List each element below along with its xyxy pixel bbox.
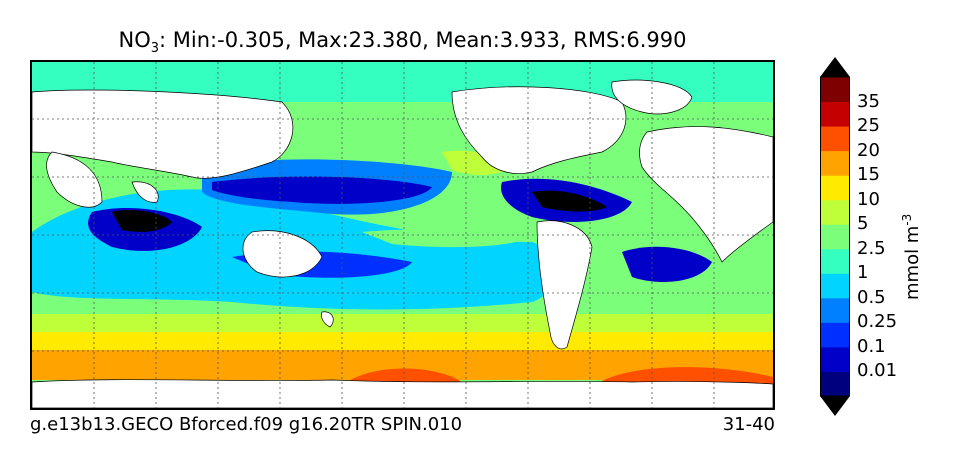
- colorbar-tick-label: 0.5: [857, 286, 886, 308]
- new-zealand: [321, 311, 334, 328]
- colorbar-tick-label: 2.5: [857, 237, 886, 259]
- unit-base: mmol m: [902, 225, 923, 300]
- colorbar-segment: [820, 150, 850, 176]
- title-stats: : Min:-0.305, Max:23.380, Mean:3.933, RM…: [159, 28, 687, 52]
- title-subscript: 3: [150, 41, 160, 57]
- colorbar-tick-label: 25: [857, 115, 880, 137]
- colorbar: [820, 57, 850, 416]
- australia-landmass: [242, 230, 323, 278]
- colorbar-frame: [820, 76, 850, 397]
- indian-ocean-core: [112, 210, 172, 232]
- colorbar-extend-low: [820, 396, 850, 416]
- colorbar-segment: [820, 273, 850, 299]
- map-title: NO3: Min:-0.305, Max:23.380, Mean:3.933,…: [30, 28, 775, 56]
- colorbar-tick-label: 0.25: [857, 311, 898, 333]
- colorbar-segment: [820, 346, 850, 372]
- antarctica-landmass: [32, 379, 773, 408]
- colorbar-tick-label: 15: [857, 164, 880, 186]
- eurasia-landmass: [32, 89, 294, 179]
- colorbar-segment: [820, 248, 850, 274]
- map-field: [32, 62, 773, 408]
- colorbar-tick-label: 20: [857, 139, 880, 161]
- africa-landmass: [46, 151, 103, 208]
- colorbar-segment: [820, 224, 850, 250]
- year-range: 31-40: [722, 414, 775, 435]
- colorbar-segments: [820, 77, 850, 397]
- north-america-landmass: [451, 86, 627, 174]
- colorbar-tick-label: 0.01: [857, 360, 898, 382]
- colorbar-segment: [820, 77, 850, 103]
- south-atlantic-gyre: [622, 246, 712, 282]
- band-south-3: [32, 332, 773, 352]
- equatorial-upwelling: [362, 229, 532, 248]
- colorbar-segment: [820, 101, 850, 127]
- colorbar-segment: [820, 175, 850, 201]
- north-pacific-gyre-core: [212, 176, 432, 204]
- graticule: [32, 62, 773, 408]
- colorbar-extend-high: [820, 57, 850, 77]
- north-pacific-subpolar: [442, 150, 512, 175]
- europe-africa-east: [639, 126, 773, 263]
- colorbar-tick-label: 5: [857, 213, 869, 235]
- colorbar-tick-label: 1: [857, 262, 869, 284]
- colorbar-tick-label: 10: [857, 188, 880, 210]
- colorbar-segment: [820, 199, 850, 225]
- colorbar-segment: [820, 297, 850, 323]
- colorbar-segment: [820, 371, 850, 397]
- south-america-landmass: [536, 220, 593, 350]
- title-prefix: NO: [118, 28, 151, 52]
- colorbar-tick-label: 0.1: [857, 335, 886, 357]
- colorbar-segment: [820, 322, 850, 348]
- colorbar-tick-label: 35: [857, 90, 880, 112]
- nitrate-map: [30, 60, 775, 410]
- colorbar-unit: mmol m-3: [900, 214, 923, 300]
- southeast-asia: [131, 181, 159, 203]
- unit-exponent: -3: [900, 213, 914, 226]
- run-identifier: g.e13b13.GECO Bforced.f09 g16.20TR SPIN.…: [30, 414, 463, 435]
- sargasso-core: [532, 190, 607, 212]
- colorbar-segment: [820, 126, 850, 152]
